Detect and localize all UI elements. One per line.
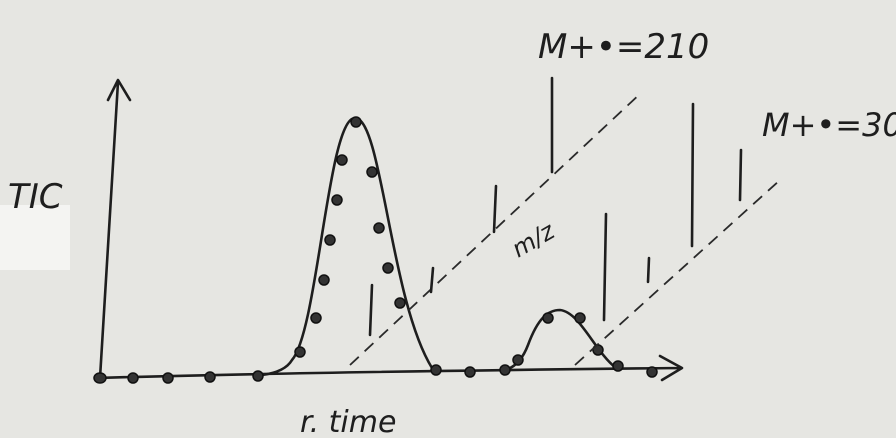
dot: [430, 364, 442, 376]
dot: [310, 312, 322, 324]
paper-patch: [0, 205, 70, 270]
spectrum-2: [602, 102, 743, 322]
x-axis-label: r. time: [300, 405, 396, 438]
dot: [318, 274, 330, 286]
dot: [294, 346, 306, 358]
dot: [382, 262, 394, 274]
annotation: M+•=300: [762, 106, 896, 144]
dot: [336, 154, 348, 166]
annotation: M+•=210: [538, 27, 709, 67]
dot: [612, 360, 624, 372]
spectrum-axis-1: [349, 91, 643, 366]
dot: [574, 312, 586, 324]
dot: [331, 194, 343, 206]
dot: [324, 234, 336, 246]
spectrum-1: [368, 76, 554, 337]
dot: [373, 222, 385, 234]
dot: [350, 116, 362, 128]
dot: [512, 354, 524, 366]
dot: [204, 371, 216, 383]
dot: [646, 366, 658, 378]
dot: [252, 370, 264, 382]
dot: [93, 372, 107, 384]
y-axis: [98, 78, 132, 380]
dot: [127, 372, 139, 384]
dot: [366, 166, 378, 178]
dot: [162, 372, 174, 384]
dot: [542, 312, 554, 324]
dot: [464, 366, 476, 378]
y-axis-label: TIC: [8, 177, 63, 217]
peak-1: [260, 116, 434, 377]
data-dots: [93, 116, 658, 384]
spectrum-axis-2: [574, 179, 781, 366]
dot: [499, 364, 511, 376]
dot: [394, 297, 406, 309]
x-axis: [93, 354, 684, 382]
